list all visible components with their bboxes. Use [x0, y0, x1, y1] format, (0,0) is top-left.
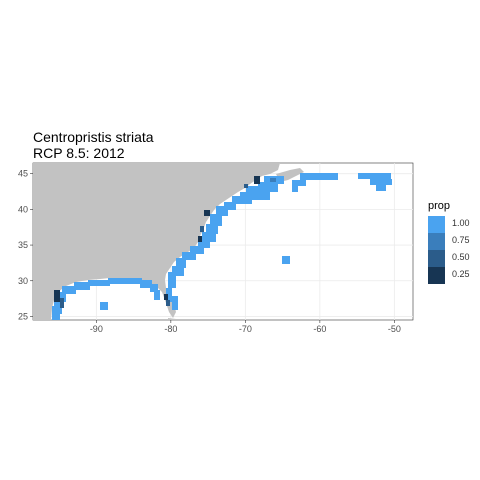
legend-label: 1.00	[452, 218, 470, 228]
occurrence-cell	[200, 226, 204, 232]
occurrence-cell	[240, 192, 270, 200]
occurrence-cell	[244, 184, 248, 188]
title-species: Centropristis striata	[33, 129, 154, 145]
y-tick-label: 30	[18, 276, 28, 286]
occurrence-cell	[198, 236, 202, 242]
occurrence-cell	[376, 185, 386, 191]
legend-swatch	[428, 267, 445, 284]
north-america-land	[33, 163, 280, 320]
legend-title: prop	[428, 200, 451, 212]
occurrence-cell	[52, 306, 60, 320]
occurrence-cell	[270, 178, 276, 182]
legend-item: 0.50	[428, 250, 470, 267]
occurrence-cell	[292, 180, 306, 186]
occurrence-cell	[204, 210, 210, 216]
x-tick-label: -70	[239, 324, 252, 334]
occurrence-cell	[176, 268, 184, 276]
occurrence-cell	[182, 252, 196, 260]
occurrence-cell	[224, 202, 236, 210]
title-scenario: RCP 8.5: 2012	[33, 145, 125, 161]
occurrence-cell	[74, 282, 90, 290]
occurrence-cell	[100, 302, 108, 310]
legend-label: 0.75	[452, 235, 470, 245]
legend-swatch	[428, 250, 445, 267]
y-tick-label: 45	[18, 169, 28, 179]
florida-keys	[168, 318, 176, 320]
legend-label: 0.50	[452, 252, 470, 262]
occurrence-cell	[210, 214, 222, 226]
occurrence-cell	[202, 232, 216, 242]
occurrence-cell	[168, 272, 176, 288]
occurrence-cell	[216, 206, 228, 216]
y-tick-label: 35	[18, 240, 28, 250]
occurrence-cell	[60, 298, 64, 308]
occurrence-cell	[254, 176, 260, 184]
occurrence-cell	[358, 173, 391, 179]
occurrence-cell	[246, 186, 270, 196]
occurrence-cell	[198, 240, 210, 248]
occurrence-cell	[190, 246, 204, 254]
y-tick-label: 40	[18, 204, 28, 214]
legend-item: 0.25	[428, 267, 470, 284]
legend-swatch	[428, 233, 445, 250]
x-axis: -90 -80 -70 -60 -50	[90, 320, 401, 334]
occurrence-cell	[88, 280, 110, 286]
occurrence-cell	[166, 288, 172, 302]
occurrence-cell	[164, 294, 168, 300]
occurrence-cell	[108, 278, 122, 284]
occurrence-cell	[172, 296, 178, 310]
occurrence-cell	[166, 300, 170, 306]
occurrence-cells	[52, 173, 392, 320]
x-tick-label: -50	[388, 324, 401, 334]
legend: prop 1.00 0.75 0.50 0.25	[428, 200, 470, 284]
occurrence-cell	[176, 258, 186, 268]
occurrence-cell	[154, 290, 160, 300]
occurrence-cell	[140, 280, 152, 288]
occurrence-cell	[58, 292, 66, 302]
legend-label: 0.25	[452, 269, 470, 279]
legend-swatch	[428, 216, 445, 233]
occurrence-cell	[62, 286, 76, 294]
occurrence-cell	[292, 186, 298, 192]
x-tick-label: -80	[164, 324, 177, 334]
occurrence-cell	[232, 196, 252, 204]
y-axis: 25 30 35 40 45	[18, 169, 33, 321]
occurrence-cell	[54, 290, 60, 302]
legend-item: 0.75	[428, 233, 470, 250]
occurrence-cell	[370, 179, 392, 185]
occurrence-cell	[120, 278, 142, 284]
x-tick-label: -60	[313, 324, 326, 334]
x-tick-label: -90	[90, 324, 103, 334]
occurrence-cell	[206, 224, 218, 234]
y-tick-label: 25	[18, 311, 28, 321]
occurrence-cell	[300, 173, 338, 180]
occurrence-cell	[282, 256, 290, 264]
map-title: Centropristis striata RCP 8.5: 2012	[33, 129, 154, 161]
legend-item: 1.00	[428, 216, 470, 233]
occurrence-cell	[150, 284, 158, 292]
